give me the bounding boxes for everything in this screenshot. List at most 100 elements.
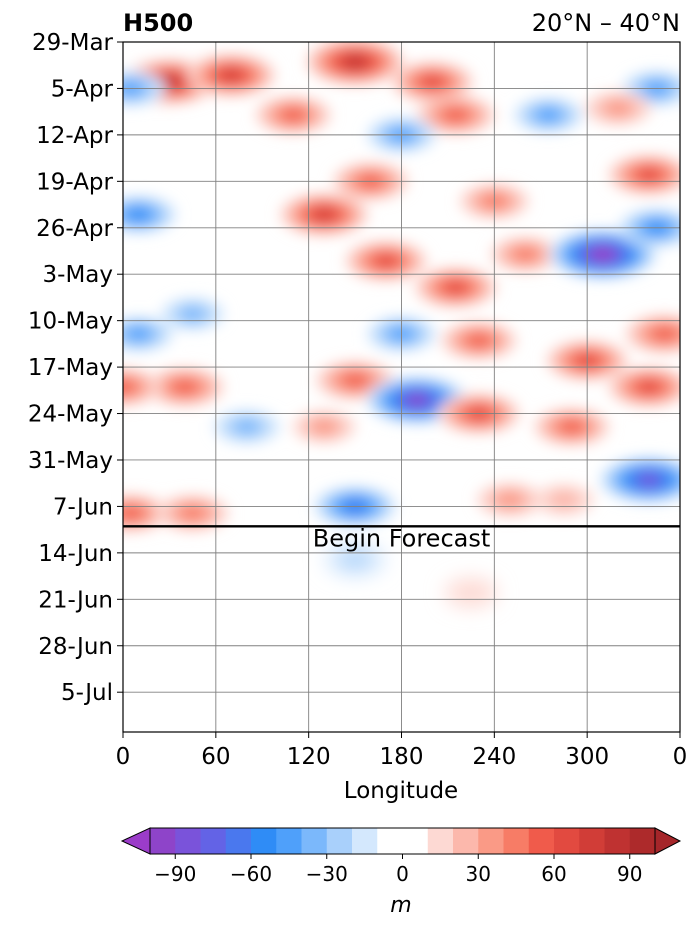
anomaly-blob [445, 578, 497, 607]
x-axis-label: Longitude [344, 778, 458, 804]
anomaly-contour [123, 381, 131, 393]
y-tick-label: 28-Jun [38, 634, 113, 660]
colorbar-segment [478, 828, 504, 854]
anomaly-contour [471, 334, 487, 347]
anomaly-contour [448, 281, 463, 294]
anomaly-contour [656, 327, 673, 340]
anomaly-contour [516, 247, 534, 261]
y-tick-label: 5-Apr [51, 76, 114, 102]
anomaly-blob [313, 486, 397, 527]
anomaly-contour [445, 578, 497, 607]
anomaly-contour [313, 419, 335, 434]
anomaly-blob [490, 236, 561, 272]
y-tick-label: 5-Jul [61, 680, 113, 706]
anomaly-blob [161, 297, 225, 331]
x-tick-label: 240 [472, 744, 516, 770]
anomaly-contour [539, 108, 558, 122]
anomaly-contour [498, 492, 521, 508]
colorbar-tick-label: 0 [396, 862, 409, 886]
chart-title-right: 20°N – 40°N [532, 9, 680, 37]
anomaly-contour [347, 374, 364, 387]
colorbar-segment [175, 828, 201, 854]
colorbar: −90 −60 −30 0 30 60 90 [120, 827, 682, 886]
colorbar-segment [352, 828, 378, 854]
grid-lines [123, 41, 680, 732]
y-axis-ticks: 29-Mar 5-Apr 12-Apr 19-Apr 26-Apr 3-May 10-May… [28, 30, 123, 706]
forecast-anomalies [325, 543, 497, 607]
colorbar-segment [528, 828, 555, 854]
anomaly-contour [130, 208, 147, 221]
anomaly-contour [642, 169, 656, 181]
x-tick-label: 0 [116, 744, 131, 770]
anomaly-contour [340, 550, 371, 569]
colorbar-segment [503, 828, 530, 854]
colorbar-tick-label: −30 [306, 862, 348, 886]
y-tick-label: 7-Jun [53, 494, 113, 520]
x-tick-label: 120 [287, 744, 331, 770]
colorbar-label: m [390, 893, 411, 918]
colorbar-segment [427, 828, 454, 854]
anomaly-blob [325, 543, 386, 576]
anomaly-blob [186, 54, 276, 97]
anomaly-contour [182, 306, 204, 322]
anomaly-blob [548, 229, 657, 279]
colorbar-tick-label: 90 [617, 862, 642, 886]
x-tick-label: 300 [565, 744, 609, 770]
anomaly-contour [564, 420, 580, 433]
anomaly-blob [607, 367, 680, 407]
y-tick-label: 17-May [28, 355, 113, 381]
colorbar-segment [200, 828, 227, 854]
anomaly-contour [642, 474, 656, 486]
anomaly-blob [624, 314, 680, 354]
y-tick-label: 26-Apr [36, 216, 113, 242]
anomaly-blob [584, 91, 652, 126]
x-tick-label: 180 [380, 744, 424, 770]
anomaly-contour [379, 255, 393, 267]
colorbar-tick-label: 30 [466, 862, 491, 886]
plot-area: Begin Forecast [122, 41, 681, 733]
colorbar-tick-label: −90 [154, 862, 196, 886]
anomaly-blob [123, 195, 177, 234]
anomaly-blob [414, 267, 497, 308]
y-tick-label: 21-Jun [38, 587, 113, 613]
anomaly-blob [391, 61, 474, 102]
anomaly-contour [425, 76, 440, 88]
anomaly-contour [596, 249, 609, 260]
colorbar-segment [301, 828, 328, 854]
anomaly-blob [440, 321, 517, 360]
anomaly-contour [410, 395, 423, 406]
observed-anomalies [123, 42, 680, 532]
anomaly-blob [305, 42, 405, 85]
anomaly-blob [476, 482, 544, 517]
colorbar-tick-label: −60 [230, 862, 272, 886]
anomaly-blob [513, 97, 584, 133]
anomaly-contour [348, 56, 362, 68]
colorbar-segment [150, 828, 176, 854]
anomaly-contour [235, 419, 258, 435]
colorbar-segment [554, 828, 580, 854]
chart-title-left: H500 [123, 9, 193, 37]
y-tick-label: 31-May [28, 448, 113, 474]
colorbar-segment [377, 828, 429, 854]
anomaly-blob [292, 410, 356, 444]
anomaly-blob [279, 193, 369, 236]
anomaly-blob [533, 484, 594, 516]
colorbar-extend-low [120, 827, 151, 855]
y-tick-label: 10-May [28, 309, 113, 335]
anomaly-contour [317, 209, 331, 220]
anomaly-contour [123, 507, 139, 519]
anomaly-contour [183, 506, 202, 520]
y-tick-label: 3-May [43, 262, 113, 288]
y-tick-label: 14-Jun [38, 541, 113, 567]
anomaly-blob [213, 409, 280, 444]
x-axis-ticks: 0 60 120 180 240 300 0 [116, 732, 687, 770]
anomaly-field [123, 42, 680, 607]
colorbar-segment [326, 828, 353, 854]
anomaly-contour [176, 381, 193, 393]
colorbar-segment [579, 828, 605, 854]
anomaly-blob [255, 96, 332, 134]
anomaly-blob [123, 368, 161, 406]
colorbar-segment [604, 828, 631, 854]
y-tick-label: 24-May [28, 402, 113, 428]
anomaly-blob [145, 367, 225, 407]
